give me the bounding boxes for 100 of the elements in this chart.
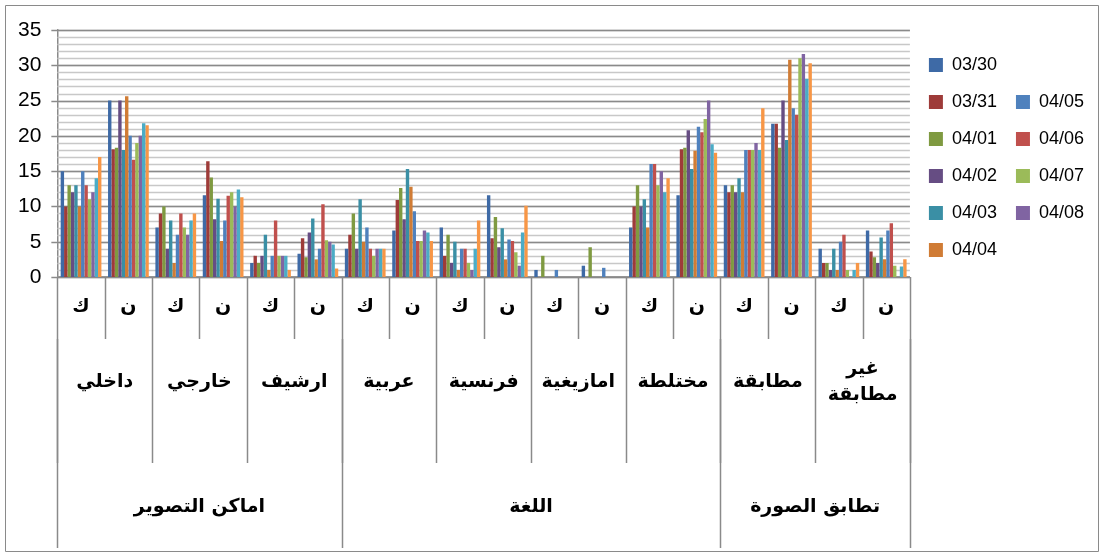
bar — [835, 269, 839, 277]
text: فرنسية — [448, 368, 519, 392]
x-tick-label: ن — [593, 293, 611, 316]
text: داخلي — [76, 368, 134, 392]
legend-label: 03/31 — [951, 90, 997, 111]
bar — [869, 251, 873, 277]
y-tick-label: 20 — [18, 122, 42, 146]
bar — [808, 63, 812, 277]
bar — [67, 185, 71, 277]
bar — [534, 269, 538, 277]
bar — [903, 259, 907, 277]
bar — [754, 142, 758, 277]
legend-label: 04/06 — [1038, 127, 1084, 148]
bar — [818, 248, 822, 277]
bar — [588, 247, 592, 277]
text: عربية — [363, 368, 415, 392]
x-tick-label: ن — [215, 293, 232, 316]
x-tick-label: ك — [72, 293, 90, 316]
bar — [852, 269, 856, 277]
legend-label: 03/30 — [951, 53, 997, 74]
bar — [683, 147, 687, 277]
legend-label: 04/04 — [951, 238, 997, 259]
y-tick-label: 35 — [18, 16, 42, 40]
x-tick-label: ك — [167, 293, 185, 316]
bar — [426, 232, 430, 277]
bar — [497, 247, 501, 277]
x-tick-label: ن — [404, 293, 421, 316]
x-tick-label: ن — [688, 293, 705, 316]
bar — [128, 135, 132, 277]
bar — [470, 269, 474, 277]
bar — [825, 262, 829, 277]
bar — [700, 132, 704, 277]
bar — [761, 108, 765, 277]
bar — [781, 100, 785, 277]
bar — [879, 237, 883, 277]
y-tick-label: 30 — [18, 52, 42, 76]
text: امازيغية — [541, 368, 616, 392]
bar — [737, 178, 741, 277]
bar — [304, 257, 308, 277]
legend-label: 04/08 — [1038, 201, 1084, 222]
x-tick-label: ن — [499, 293, 516, 316]
bar — [162, 206, 166, 277]
bar — [798, 58, 802, 277]
bar — [118, 100, 122, 277]
y-tick-label: 0 — [29, 263, 42, 287]
bar — [490, 238, 494, 277]
bar — [693, 150, 697, 277]
bar — [91, 192, 95, 277]
bar — [260, 255, 264, 277]
bar — [382, 248, 386, 277]
y-tick-label: 15 — [18, 157, 42, 181]
bar — [189, 220, 193, 277]
bar — [375, 248, 379, 277]
legend-label: 04/02 — [951, 164, 997, 185]
legend-label: 04/01 — [951, 127, 997, 148]
bar — [179, 213, 183, 277]
bar — [314, 259, 318, 277]
legend-label: 04/03 — [951, 201, 997, 222]
bar — [463, 248, 467, 277]
x-tick-label: ن — [309, 293, 326, 316]
bar — [111, 149, 115, 277]
bar — [172, 262, 176, 277]
y-tick-label: 10 — [18, 193, 42, 217]
bar — [886, 230, 890, 277]
text: اماكن التصوير — [132, 493, 266, 517]
bar — [639, 206, 643, 277]
bar — [656, 185, 660, 277]
bar — [392, 230, 396, 277]
x-tick-label: ك — [735, 293, 753, 316]
x-tick-label: ك — [261, 293, 280, 316]
bar — [206, 161, 210, 277]
bar — [216, 198, 220, 277]
bar — [676, 195, 680, 277]
bar — [365, 227, 369, 277]
bar — [233, 206, 237, 277]
bar — [297, 253, 301, 277]
bar — [666, 178, 670, 277]
bar — [507, 239, 511, 277]
bar — [446, 234, 450, 277]
bar — [250, 262, 254, 277]
text: غير مطابقة — [827, 355, 898, 404]
bar — [503, 259, 508, 277]
bar — [321, 204, 325, 277]
bar — [632, 206, 636, 277]
bar — [155, 227, 159, 277]
bar — [74, 185, 78, 277]
bar — [882, 259, 887, 277]
x-tick-label: ك — [640, 293, 659, 316]
x-tick-label: ك — [451, 293, 469, 316]
bar — [453, 241, 457, 277]
bar — [135, 142, 139, 277]
x-tick-label: ك — [545, 293, 564, 316]
legend-label: 04/05 — [1038, 90, 1084, 111]
text: ارشيف — [260, 368, 328, 392]
bar — [84, 185, 88, 277]
bar — [270, 255, 274, 277]
bar — [277, 255, 281, 277]
text: اللغة — [509, 493, 553, 516]
bar — [223, 220, 227, 277]
bar — [358, 199, 362, 277]
